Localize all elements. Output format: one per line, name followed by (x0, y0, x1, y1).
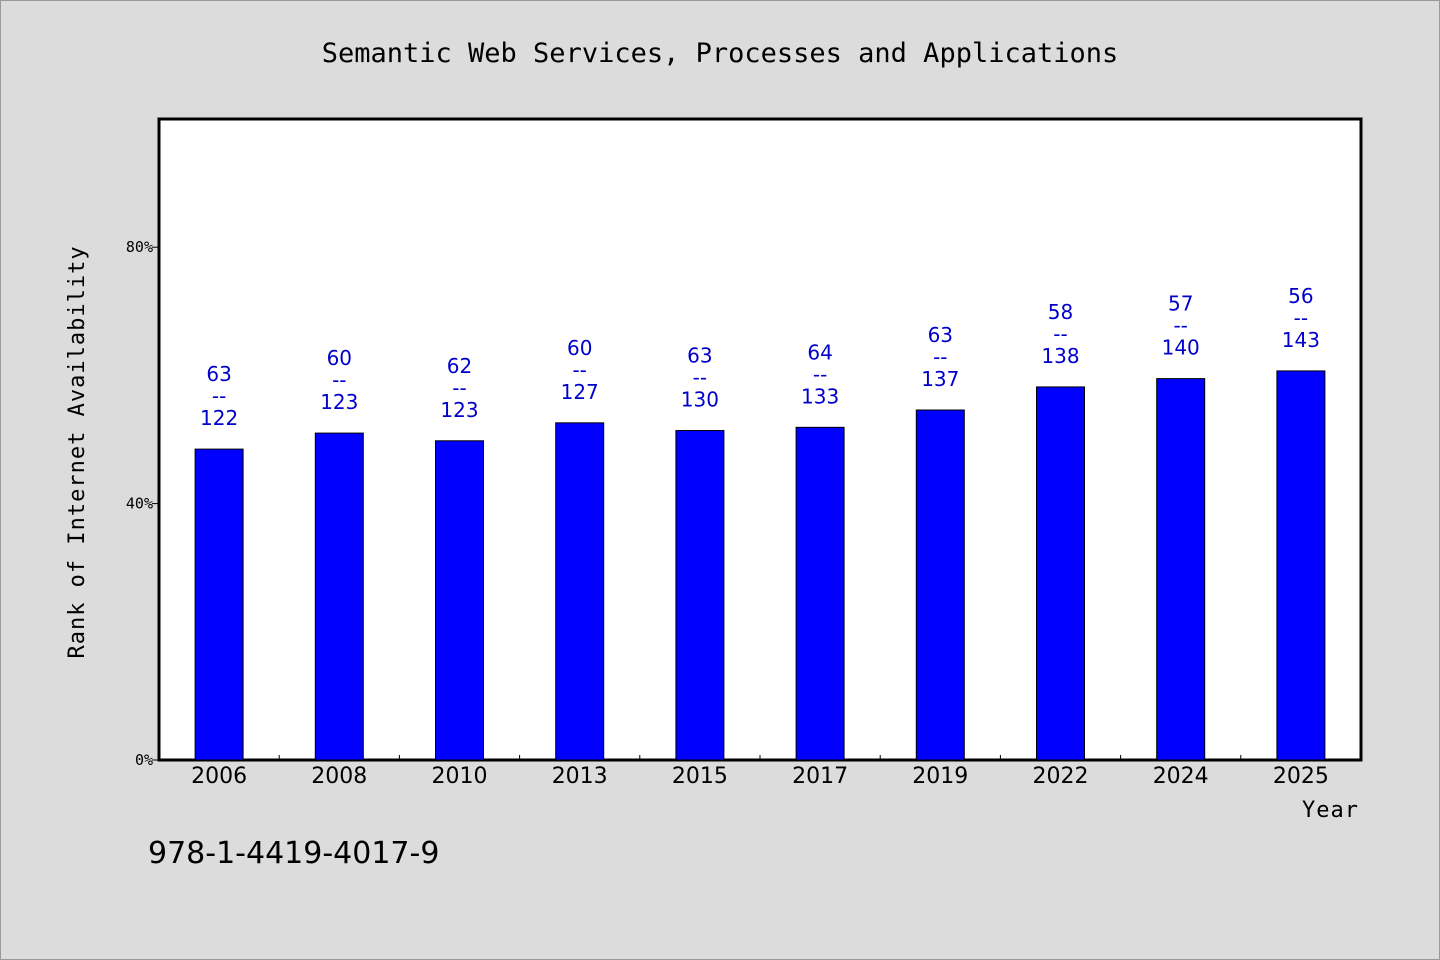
data-label-2006-bottom: 122 (200, 406, 238, 430)
data-label-2010-sep: -- (452, 376, 466, 400)
bar-2008 (314, 432, 364, 761)
bar-2024 (1156, 378, 1206, 761)
data-label-2010-top: 62 (447, 354, 472, 378)
data-label-2013-top: 60 (567, 336, 592, 360)
x-tick-label-2019: 2019 (912, 764, 968, 789)
y-axis: 0% 40% 80% (126, 238, 159, 769)
data-label-2025-sep: -- (1294, 306, 1308, 330)
data-label-2017-bottom: 133 (801, 384, 839, 408)
data-label-2024-sep: -- (1173, 314, 1187, 338)
bar-2017 (795, 426, 845, 761)
x-tick-label-2015: 2015 (672, 764, 728, 789)
data-label-2025-bottom: 143 (1282, 328, 1320, 352)
data-label-2015-top: 63 (687, 344, 712, 368)
y-tick-label-40: 40% (126, 495, 153, 513)
bar-2022 (1036, 386, 1085, 761)
data-label-2008-bottom: 123 (320, 390, 358, 414)
data-label-2019-top: 63 (928, 323, 953, 347)
data-label-2025-top: 56 (1288, 284, 1313, 308)
chart-title: Semantic Web Services, Processes and App… (322, 38, 1119, 69)
data-label-2024-top: 57 (1168, 292, 1193, 316)
data-label-2015-bottom: 130 (681, 388, 719, 412)
x-tick-label-2017: 2017 (792, 764, 848, 789)
y-tick-label-0: 0% (135, 751, 153, 769)
data-label-2006-sep: -- (212, 384, 226, 408)
x-tick-label-2010: 2010 (432, 764, 488, 789)
data-label-2022-top: 58 (1048, 300, 1073, 324)
data-labels-group: 63--12260--12362--12360--12763--13064--1… (200, 284, 1320, 430)
data-label-2010-bottom: 123 (440, 398, 478, 422)
y-tick-label-80: 80% (126, 238, 153, 256)
bar-2010 (435, 440, 484, 761)
y-axis-title: Rank of Internet Availability (65, 245, 90, 658)
bars-group (194, 370, 1326, 761)
data-label-2008-sep: -- (332, 368, 346, 392)
data-label-2024-bottom: 140 (1162, 336, 1200, 360)
data-label-2017-sep: -- (813, 362, 827, 386)
isbn-footnote: 978-1-4419-4017-9 (148, 836, 439, 871)
x-tick-label-2008: 2008 (311, 764, 367, 789)
x-tick-label-2025: 2025 (1273, 764, 1329, 789)
data-label-2008-top: 60 (327, 346, 352, 370)
bar-2013 (555, 422, 605, 761)
x-tick-label-2022: 2022 (1033, 764, 1089, 789)
data-label-2019-bottom: 137 (921, 367, 959, 391)
data-label-2015-sep: -- (693, 366, 707, 390)
data-label-2013-sep: -- (572, 358, 586, 382)
x-tick-label-2024: 2024 (1153, 764, 1209, 789)
data-label-2017-top: 64 (807, 340, 832, 364)
x-tick-label-2013: 2013 (552, 764, 608, 789)
bar-2006 (194, 448, 244, 761)
data-label-2022-bottom: 138 (1041, 344, 1079, 368)
bar-2015 (675, 430, 725, 761)
data-label-2013-bottom: 127 (561, 380, 599, 404)
x-axis: 2006 2008 2010 2013 2015 2017 2019 2022 2024 2025 (191, 755, 1329, 789)
data-label-2019-sep: -- (933, 345, 947, 369)
data-label-2022-sep: -- (1053, 322, 1067, 346)
x-tick-label-2006: 2006 (191, 764, 247, 789)
bar-2025 (1276, 370, 1326, 761)
bar-2019 (915, 409, 965, 761)
x-axis-title: Year (1302, 798, 1359, 823)
data-label-2006-top: 63 (206, 362, 231, 386)
